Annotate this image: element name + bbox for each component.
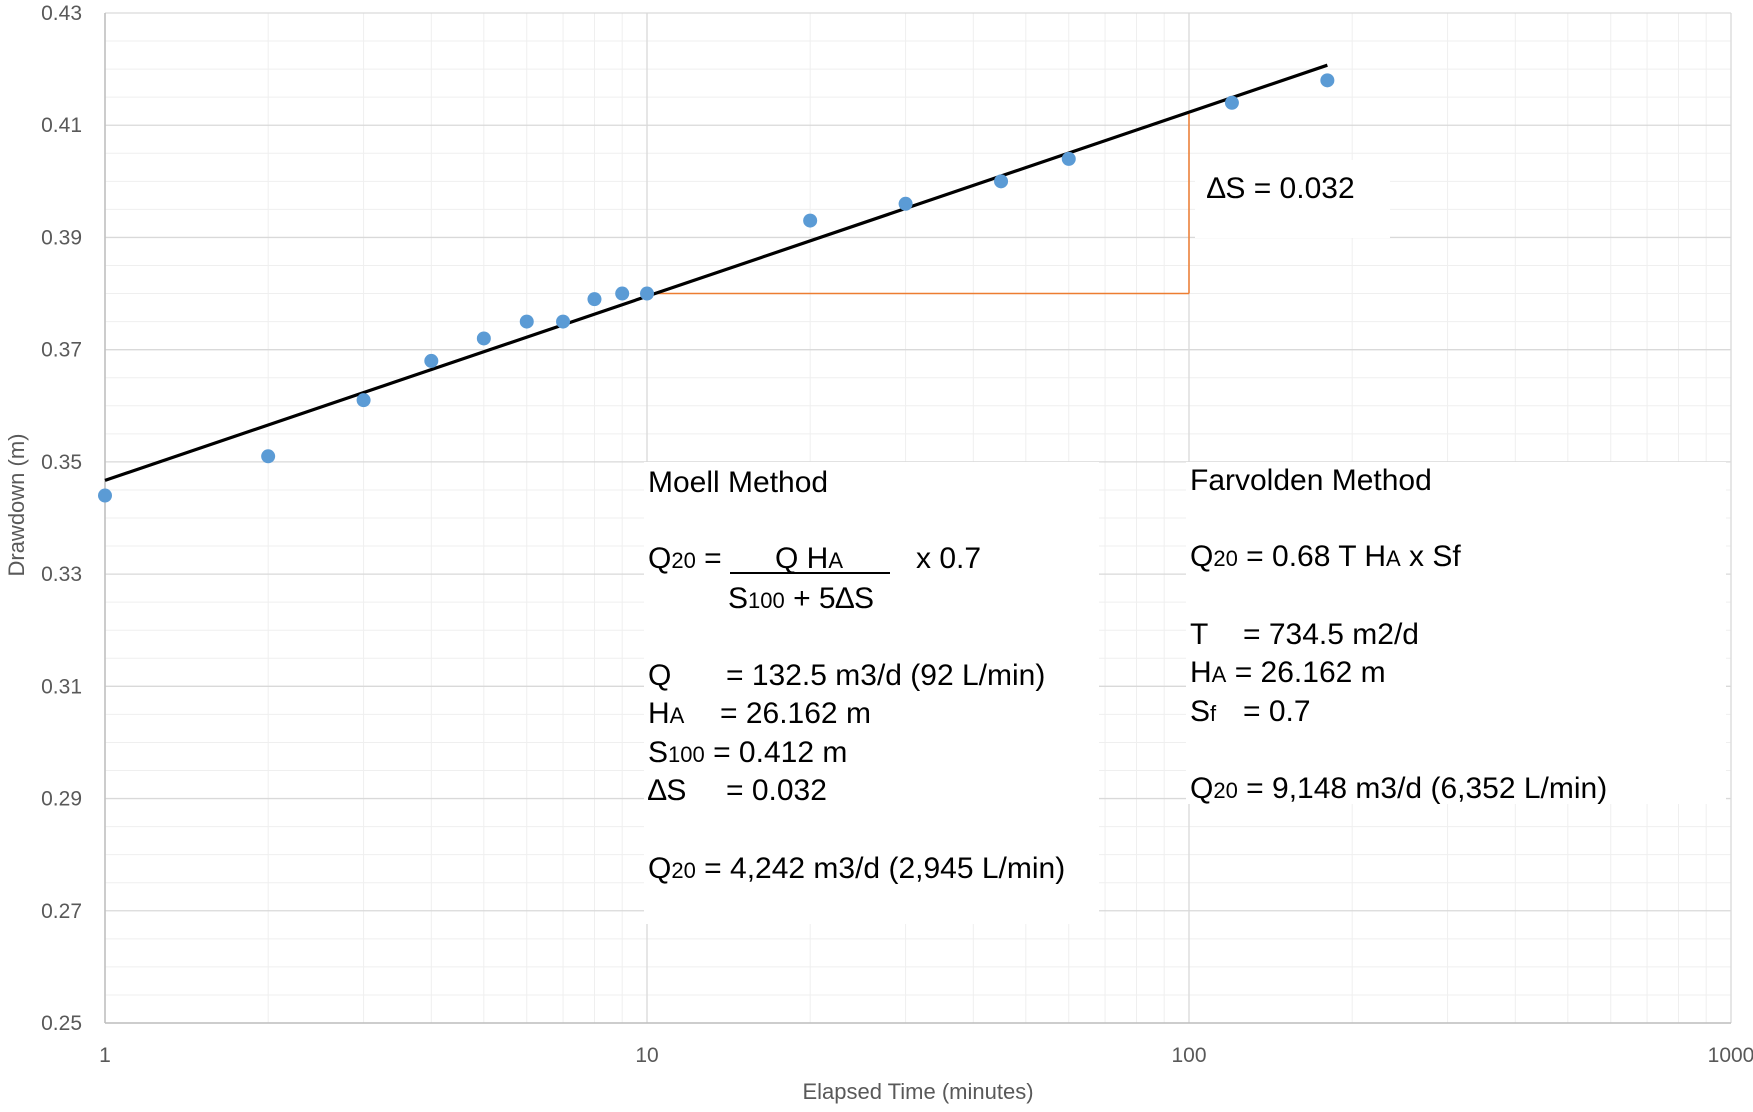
moell-result: Q20 = 4,242 m3/d (2,945 L/min) xyxy=(648,852,1065,885)
data-point xyxy=(519,314,534,329)
y-tick-label: 0.25 xyxy=(41,1012,82,1035)
data-point xyxy=(356,393,371,408)
data-point xyxy=(615,286,630,301)
data-point xyxy=(994,174,1009,189)
data-point xyxy=(476,331,491,346)
x-tick-label: 1000 xyxy=(1708,1044,1753,1067)
x-tick-label: 10 xyxy=(635,1044,658,1067)
trendline xyxy=(104,63,1328,482)
data-point xyxy=(803,213,818,228)
y-tick-label: 0.27 xyxy=(41,900,82,923)
moell-ha-value: = 26.162 m xyxy=(720,697,871,730)
major-gridlines xyxy=(104,12,1732,1024)
delta-s-marker xyxy=(647,114,1190,295)
moell-denominator-sub: 100 xyxy=(748,588,785,613)
x-axis-title: Elapsed Time (minutes) xyxy=(802,1079,1033,1104)
y-tick-label: 0.37 xyxy=(41,339,82,362)
moell-numerator-text: Q H xyxy=(775,542,828,575)
data-point xyxy=(1320,73,1335,88)
delta-s-label-background xyxy=(1195,160,1390,238)
farvolden-t-label: T xyxy=(1190,618,1208,651)
farvolden-formula: Q20 = 0.68 T HA x Sf xyxy=(1190,540,1461,573)
moell-s100-line: S100 = 0.412 m xyxy=(648,736,847,769)
y-tick-label: 0.41 xyxy=(41,114,82,137)
moell-q-label: Q xyxy=(648,659,671,692)
farvolden-box-background xyxy=(1186,462,1726,804)
moell-formula-q: Q xyxy=(648,542,671,575)
data-point xyxy=(98,488,112,503)
x-tick-labels: 1 10 100 1000 xyxy=(99,1044,1753,1067)
moell-title: Moell Method xyxy=(648,466,828,499)
data-point xyxy=(1061,151,1076,166)
moell-formula-denominator: S100 + 5∆S xyxy=(728,582,874,615)
farvolden-annotation: Farvolden Method Q20 = 0.68 T HA x Sf T … xyxy=(1190,464,1607,805)
moell-formula-lhs: Q20 = xyxy=(648,542,722,575)
y-tick-label: 0.39 xyxy=(41,226,82,249)
moell-formula-eq: = xyxy=(696,542,722,575)
farvolden-result: Q20 = 9,148 m3/d (6,352 L/min) xyxy=(1190,772,1607,805)
data-point xyxy=(261,449,276,464)
farvolden-ha-line: HA = 26.162 m xyxy=(1190,656,1386,689)
y-tick-label: 0.35 xyxy=(41,451,82,474)
farvolden-t-value: = 734.5 m2/d xyxy=(1243,618,1419,651)
y-tick-label: 0.33 xyxy=(41,563,82,586)
x-tick-label: 1 xyxy=(99,1044,111,1067)
moell-numerator-sub: A xyxy=(828,548,843,573)
moell-denominator-rest: + 5∆S xyxy=(785,582,874,615)
farvolden-sf-label: Sf xyxy=(1190,695,1217,728)
moell-annotation: Moell Method Q20 = Q HA x 0.7 S100 + 5∆S… xyxy=(648,466,1065,885)
y-tick-label: 0.43 xyxy=(41,2,82,25)
y-tick-label: 0.31 xyxy=(41,675,82,698)
y-tick-labels: 0.25 0.27 0.29 0.31 0.33 0.35 0.37 0.39 0.41 0.43 xyxy=(41,2,82,1035)
moell-ds-value: = 0.032 xyxy=(726,774,827,807)
moell-formula-factor: x 0.7 xyxy=(916,542,981,575)
moell-box-background xyxy=(644,462,1099,924)
moell-denominator-s: S xyxy=(728,582,748,615)
moell-q-value: = 132.5 m3/d (92 L/min) xyxy=(726,659,1045,692)
data-points xyxy=(98,73,1335,503)
y-axis-title: Drawdown (m) xyxy=(4,433,29,576)
moell-formula-numerator: Q HA xyxy=(775,542,843,575)
data-point xyxy=(898,196,913,211)
data-point xyxy=(640,286,654,301)
delta-s-label: ∆S = 0.032 xyxy=(1207,172,1355,205)
farvolden-title: Farvolden Method xyxy=(1190,464,1432,497)
data-point xyxy=(424,353,439,368)
moell-ds-label: ∆S xyxy=(648,774,686,807)
data-point xyxy=(587,292,602,307)
x-tick-label: 100 xyxy=(1171,1044,1206,1067)
annotation-backgrounds xyxy=(644,160,1726,924)
moell-formula-q-sub: 20 xyxy=(671,548,695,573)
farvolden-sf-value: = 0.7 xyxy=(1243,695,1311,728)
moell-ha-label: HA xyxy=(648,697,685,730)
data-point xyxy=(1224,95,1239,110)
data-point xyxy=(556,314,571,329)
y-tick-label: 0.29 xyxy=(41,788,82,811)
trendline-path xyxy=(104,63,1328,482)
